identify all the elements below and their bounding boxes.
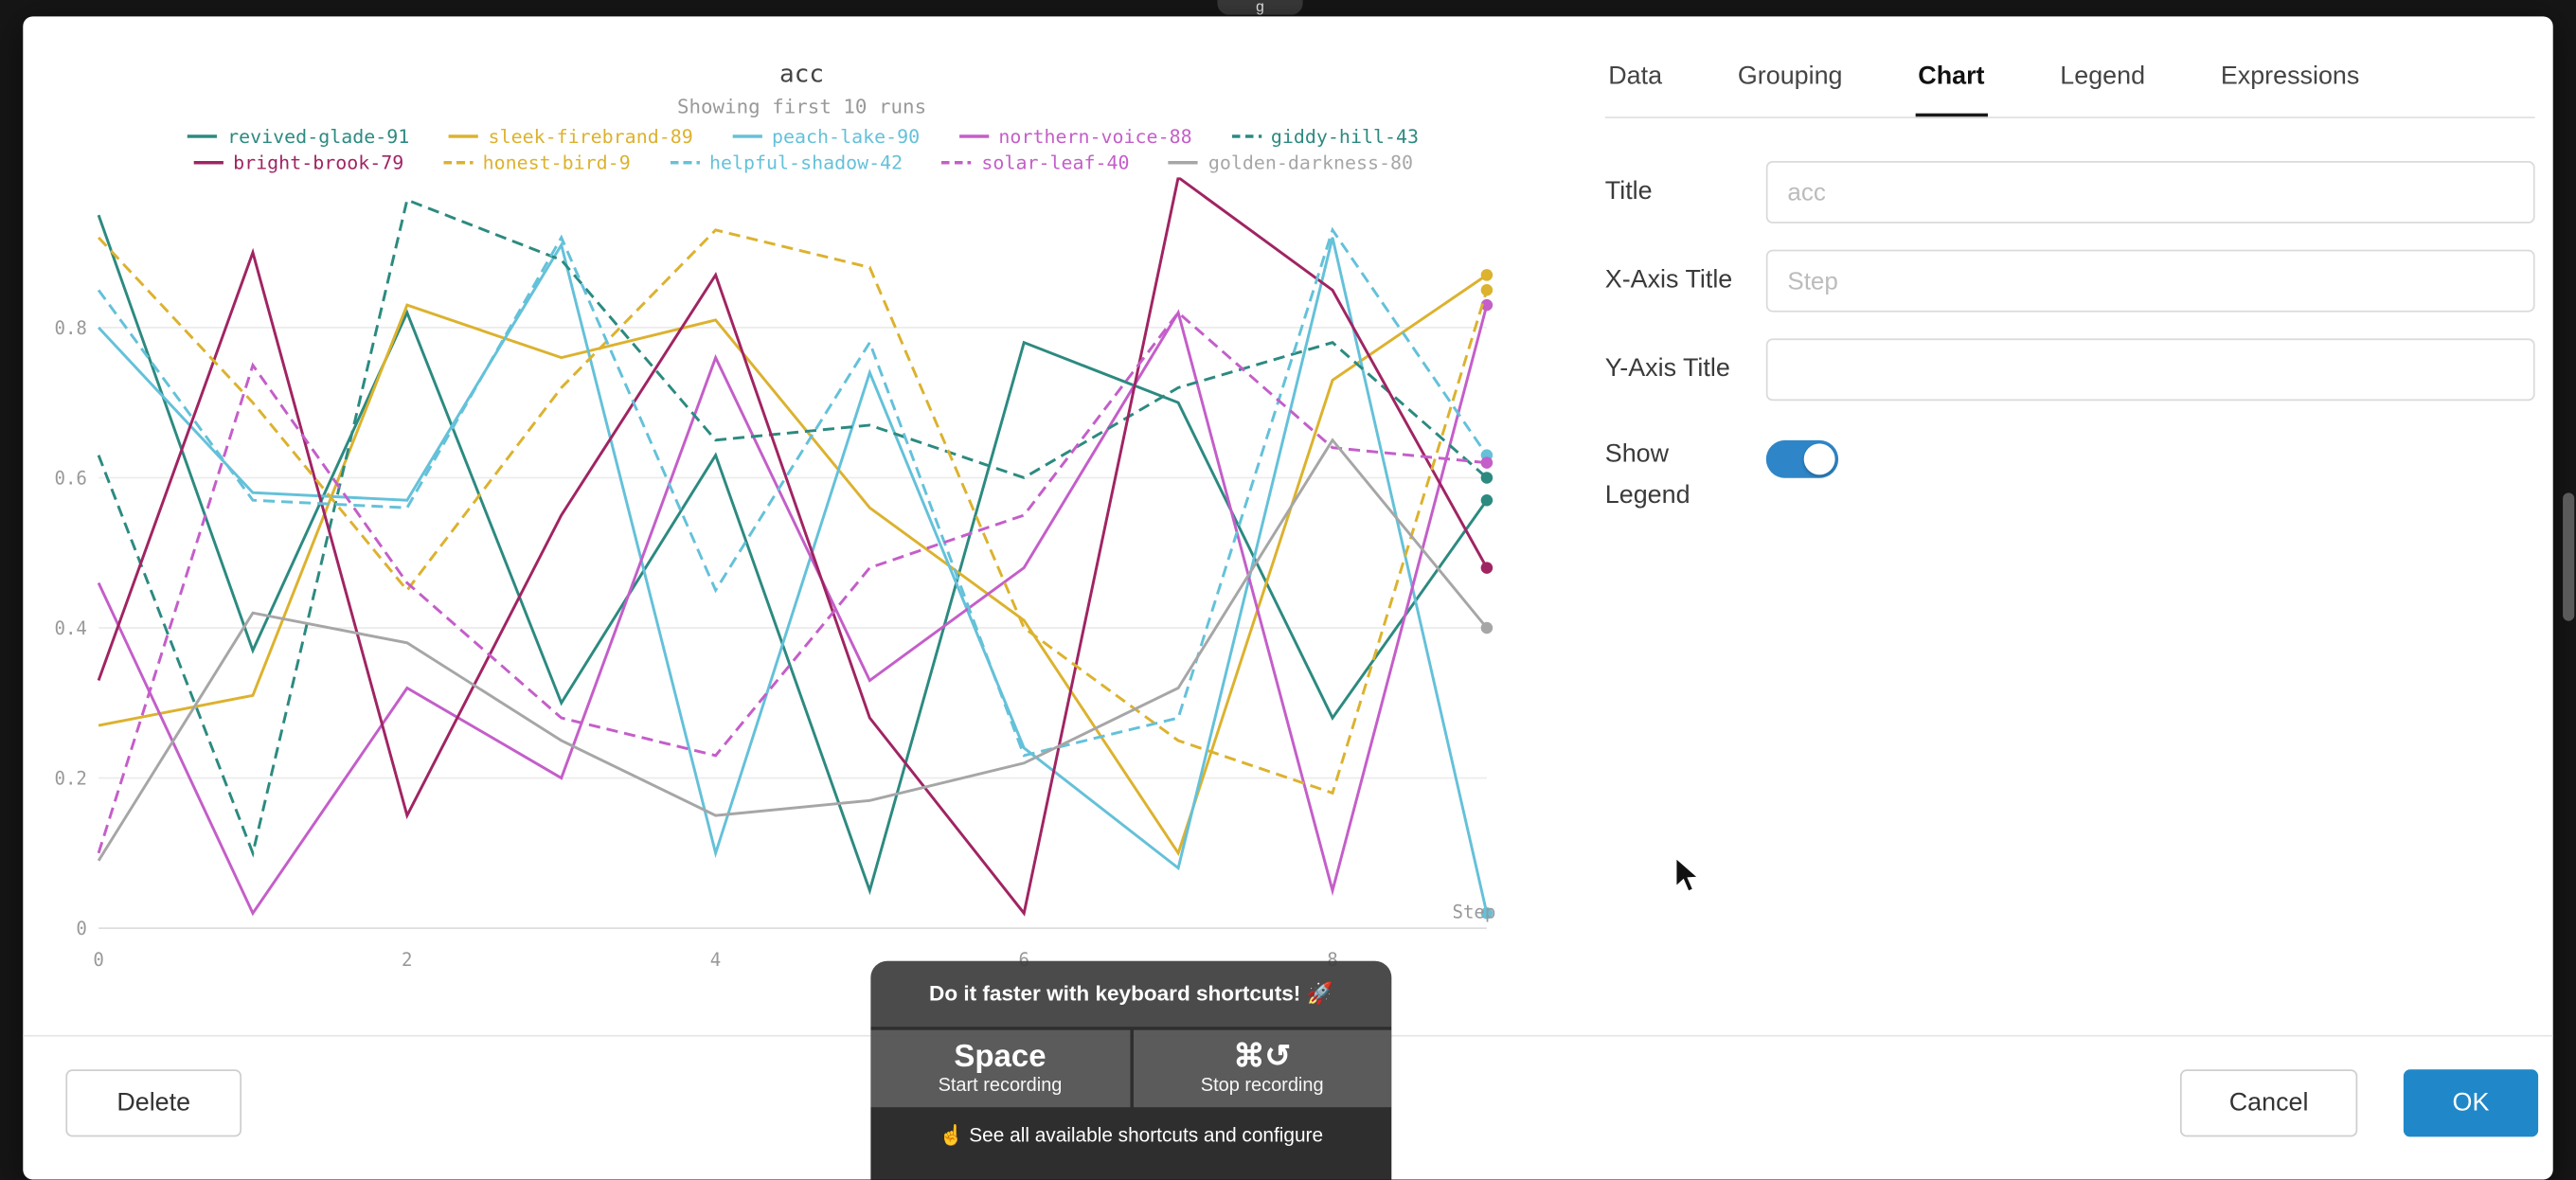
tab-expressions[interactable]: Expressions	[2220, 62, 2360, 91]
title-row: Title	[1605, 161, 2535, 223]
shortcut-action: Stop recording	[1200, 1076, 1324, 1097]
x-axis-title-label: X-Axis Title	[1604, 266, 1733, 295]
x-axis-title-row: X-Axis Title	[1604, 249, 2535, 313]
legend-run-name: bright-brook-79	[233, 151, 404, 174]
legend-run-name: peach-lake-90	[772, 124, 921, 149]
ok-button[interactable]: OK	[2403, 1069, 2539, 1137]
legend-row: revived-glade-91 sleek-firebrand-89 peach-…	[188, 125, 1419, 148]
tab-grouping[interactable]: Grouping	[1737, 62, 1843, 91]
keyboard-shortcuts-overlay: Do it faster with keyboard shortcuts! 🚀 …	[870, 960, 1392, 1180]
legend-run-name: revived-glade-91	[227, 124, 410, 149]
legend-item[interactable]: solar-leaf-40	[941, 151, 1130, 174]
delete-button[interactable]: Delete	[65, 1069, 242, 1137]
chart-legend: revived-glade-91 sleek-firebrand-89 peach-…	[121, 125, 1485, 174]
legend-run-name: giddy-hill-43	[1270, 124, 1420, 149]
show-legend-row: Show Legend	[1605, 434, 2535, 516]
legend-item[interactable]: northern-voice-88	[958, 124, 1192, 149]
svg-text:0.6: 0.6	[54, 468, 86, 489]
legend-swatch-icon	[732, 134, 762, 138]
svg-text:2: 2	[402, 950, 413, 971]
legend-swatch-icon	[188, 134, 218, 138]
legend-swatch-icon	[1169, 161, 1199, 165]
legend-swatch-icon	[670, 161, 700, 165]
legend-swatch-icon	[448, 134, 479, 138]
x-axis-title-input[interactable]	[1765, 249, 2535, 313]
top-notch: g	[1217, 0, 1303, 15]
chart-title: acc	[779, 59, 825, 89]
legend-swatch-icon	[442, 161, 474, 165]
svg-text:0.4: 0.4	[54, 618, 86, 639]
cancel-button[interactable]: Cancel	[2179, 1069, 2358, 1137]
tab-legend[interactable]: Legend	[2060, 62, 2146, 91]
y-axis-title-input[interactable]	[1765, 338, 2535, 402]
shortcuts-configure-link[interactable]: ☝️ See all available shortcuts and confi…	[939, 1123, 1324, 1147]
title-label: Title	[1604, 177, 1653, 206]
legend-row: bright-brook-79 honest-bird-9 helpful-shad…	[193, 151, 1413, 174]
tab-chart[interactable]: Chart	[1914, 49, 1988, 118]
legend-item[interactable]: giddy-hill-43	[1231, 125, 1419, 148]
svg-text:6: 6	[1019, 950, 1030, 971]
shortcuts-title: Do it faster with keyboard shortcuts! 🚀	[870, 960, 1392, 1028]
shortcut-keys: Space Start recording ⌘↺ Stop recording	[870, 1029, 1392, 1108]
shortcut-key: ⌘↺	[1233, 1040, 1291, 1075]
legend-run-name: honest-bird-9	[482, 151, 631, 174]
tabs-divider	[1604, 116, 2535, 118]
legend-item[interactable]: helpful-shadow-42	[670, 152, 903, 174]
shortcut-key: Space	[954, 1040, 1046, 1075]
legend-swatch-icon	[193, 161, 224, 165]
line-chart: 0 0.2 0.4 0.6 0.8 0 2 4 6 8 Step	[54, 177, 1495, 971]
legend-run-name: golden-darkness-80	[1208, 151, 1414, 174]
title-input[interactable]	[1765, 161, 2535, 223]
legend-swatch-icon	[958, 134, 990, 138]
svg-text:4: 4	[710, 950, 722, 971]
show-legend-toggle[interactable]	[1765, 439, 1839, 478]
shortcut-key-cell: Space Start recording	[870, 1029, 1130, 1108]
tab-data[interactable]: Data	[1608, 62, 1663, 91]
svg-text:8: 8	[1327, 950, 1338, 971]
chart-subtitle: Showing first 10 runs	[676, 95, 927, 118]
shortcut-action: Start recording	[938, 1076, 1063, 1097]
legend-run-name: helpful-shadow-42	[708, 151, 903, 174]
show-legend-label: Show Legend	[1604, 439, 1690, 510]
svg-text:0: 0	[93, 950, 104, 971]
y-axis-title-label: Y-Axis Title	[1604, 354, 1730, 384]
legend-run-name: solar-leaf-40	[981, 151, 1130, 174]
legend-swatch-icon	[941, 161, 973, 165]
legend-run-name: northern-voice-88	[998, 124, 1192, 149]
legend-run-name: sleek-firebrand-89	[488, 124, 693, 149]
legend-item[interactable]: revived-glade-91	[188, 125, 409, 148]
scrollbar-thumb[interactable]	[2563, 492, 2575, 621]
svg-text:0.2: 0.2	[54, 768, 86, 789]
toggle-knob	[1803, 443, 1835, 475]
legend-item[interactable]: honest-bird-9	[442, 151, 631, 174]
legend-item[interactable]: peach-lake-90	[732, 125, 920, 148]
y-axis-title-row: Y-Axis Title	[1604, 338, 2535, 402]
legend-item[interactable]: sleek-firebrand-89	[448, 124, 693, 149]
legend-item[interactable]: bright-brook-79	[193, 151, 404, 174]
panel-tabs: Data Grouping Chart Legend Expressions	[1605, 49, 2535, 118]
chart-settings-form: Title X-Axis Title Y-Axis Title Show Legend	[1605, 161, 2535, 516]
legend-swatch-icon	[1231, 134, 1261, 138]
legend-item[interactable]: golden-darkness-80	[1169, 152, 1413, 174]
svg-text:0: 0	[76, 919, 86, 939]
svg-text:Step: Step	[1452, 903, 1495, 923]
svg-text:0.8: 0.8	[54, 318, 86, 339]
shortcut-key-cell: ⌘↺ Stop recording	[1133, 1029, 1392, 1108]
